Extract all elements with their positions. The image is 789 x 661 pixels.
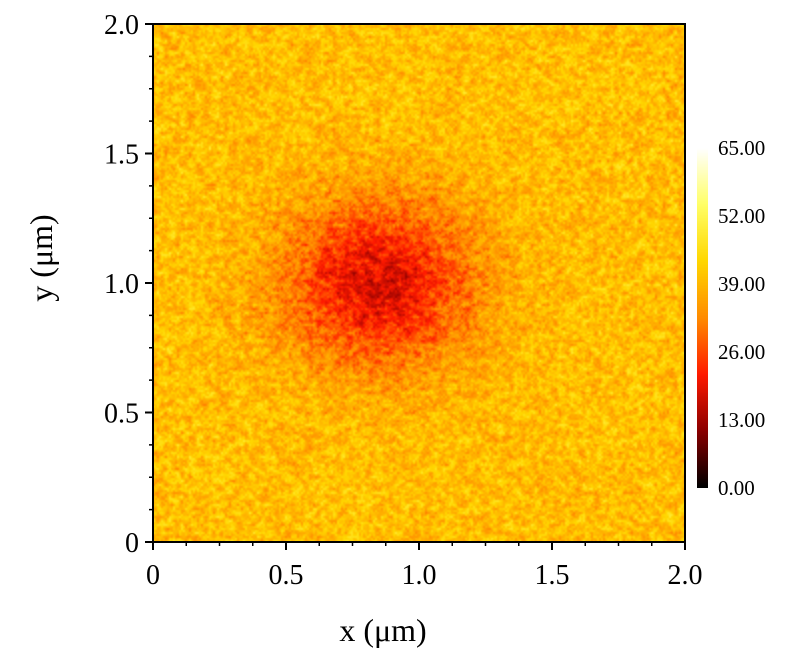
x-tick-label: 1.5 — [535, 560, 570, 591]
colorbar-tick-label: 65.00 — [718, 136, 765, 160]
x-tick-label: 0 — [146, 560, 160, 591]
x-tick-label: 0.5 — [269, 560, 304, 591]
y-axis-ticks: 0 0.5 1.0 1.5 2.0 — [104, 10, 153, 559]
y-axis-label: y (μm) — [23, 214, 59, 301]
x-axis-ticks: 0 0.5 1.0 1.5 2.0 — [146, 542, 703, 591]
colorbar-gradient — [697, 148, 708, 488]
plot-frame — [152, 23, 686, 543]
colorbar-tick-label: 0.00 — [718, 476, 755, 500]
colorbar-tick-label: 13.00 — [718, 408, 765, 432]
colorbar-tick-label: 52.00 — [718, 204, 765, 228]
y-tick-label: 0.5 — [104, 399, 139, 430]
heatmap-plot-area — [153, 24, 685, 542]
x-axis-label: x (μm) — [339, 612, 426, 648]
colorbar-tick-label: 39.00 — [718, 272, 765, 296]
y-tick-label: 1.5 — [104, 140, 139, 171]
colorbar-tick-label: 26.00 — [718, 340, 765, 364]
x-tick-label: 1.0 — [402, 560, 437, 591]
y-tick-label: 1.0 — [104, 269, 139, 300]
x-tick-label: 2.0 — [668, 560, 703, 591]
y-tick-label: 0 — [125, 528, 139, 559]
colorbar-ticks: 0.00 13.00 26.00 39.00 52.00 65.00 — [718, 136, 765, 500]
y-tick-label: 2.0 — [104, 10, 139, 41]
